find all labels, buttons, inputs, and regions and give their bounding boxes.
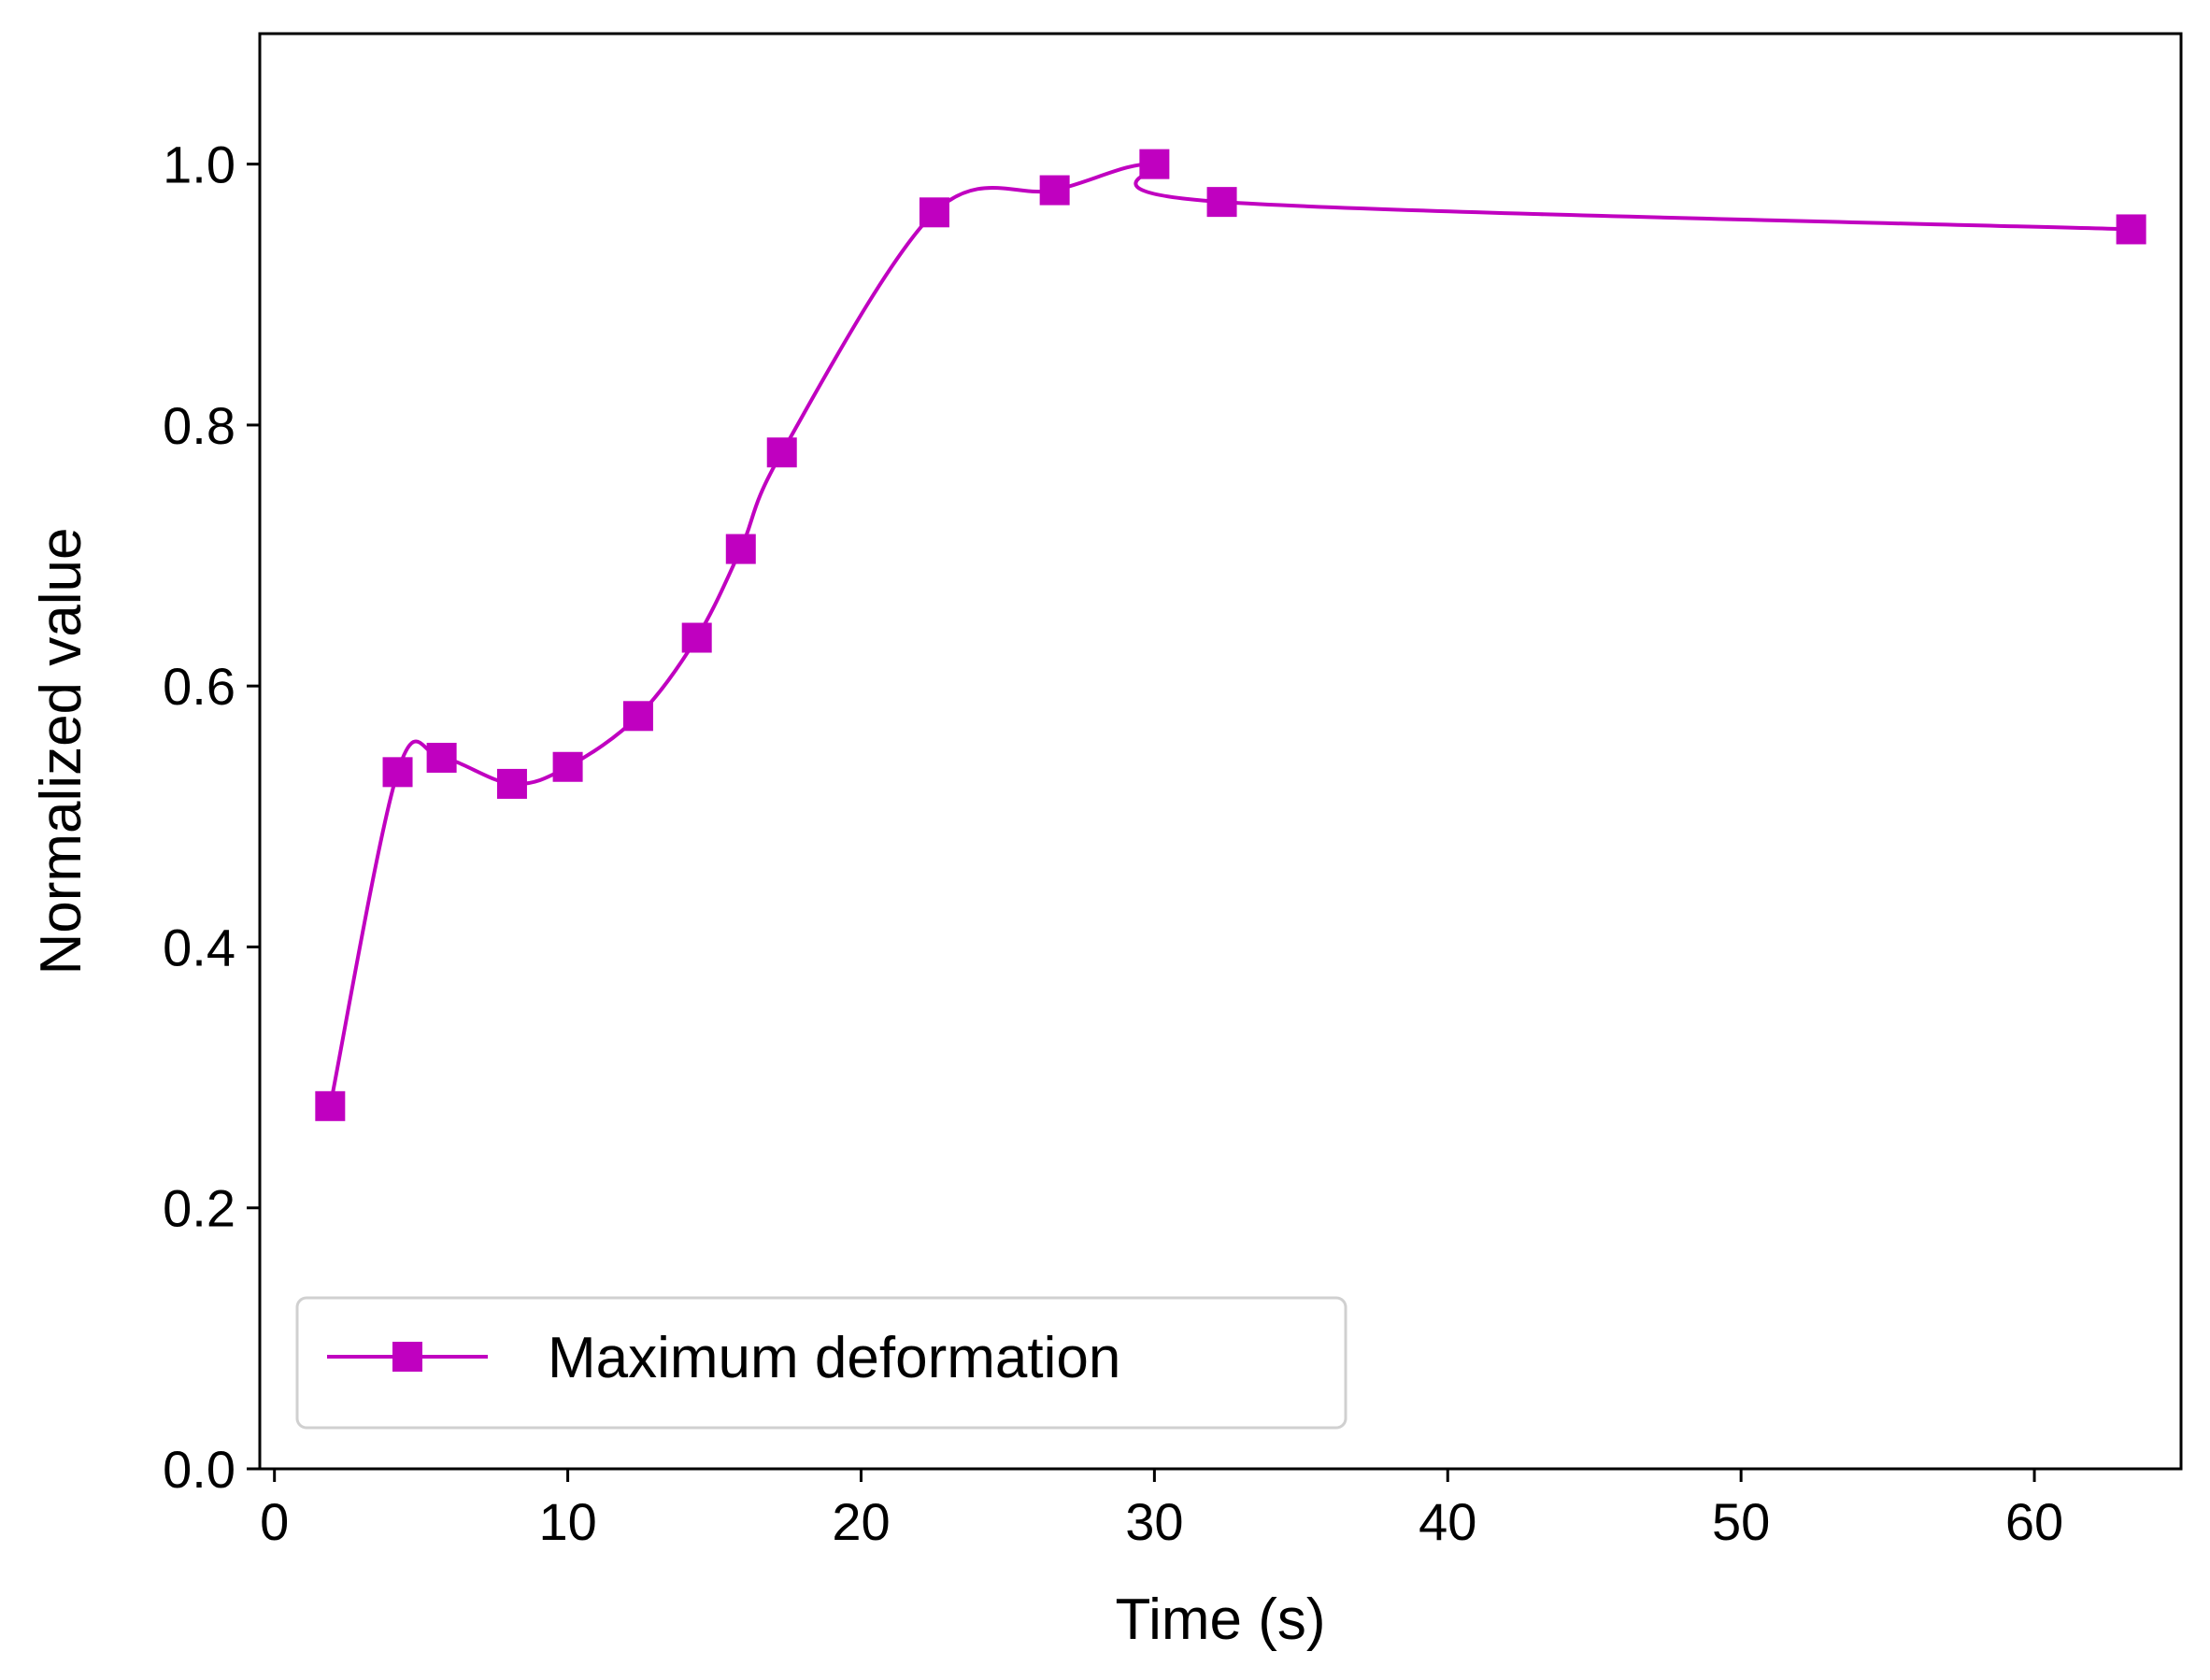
x-tick-label: 50: [1712, 1492, 1770, 1551]
data-point: [622, 701, 653, 732]
plot-content: [315, 149, 2146, 1121]
data-point: [2116, 214, 2146, 245]
y-tick-label: 0.6: [163, 657, 235, 716]
y-axis-label: Normalized value: [29, 528, 93, 975]
data-point: [725, 534, 756, 564]
legend: Maximum deformation: [295, 1296, 1347, 1430]
data-point: [315, 1090, 346, 1121]
x-tick-label: 0: [260, 1492, 289, 1551]
y-tick-label: 0.8: [163, 396, 235, 455]
data-point: [1139, 149, 1170, 179]
data-point: [552, 751, 583, 782]
data-point: [766, 437, 797, 468]
x-axis-ticks: 0 10 20 30 40 50 60: [260, 1469, 2063, 1551]
x-tick-label: 40: [1419, 1492, 1476, 1551]
y-tick-label: 0.4: [163, 918, 235, 976]
x-tick-label: 10: [538, 1492, 596, 1551]
y-tick-label: 0.0: [163, 1440, 235, 1499]
x-axis-label: Time (s): [1116, 1587, 1326, 1652]
legend-box: [295, 1296, 1347, 1430]
series-line: [328, 162, 2132, 1107]
y-axis-ticks: 0.0 0.2 0.4 0.6 0.8 1.0: [163, 135, 260, 1499]
x-tick-label: 20: [832, 1492, 890, 1551]
y-tick-label: 1.0: [163, 135, 235, 194]
x-tick-label: 60: [2005, 1492, 2063, 1551]
data-point: [382, 757, 413, 788]
data-point: [1039, 175, 1070, 206]
data-point: [681, 622, 712, 653]
y-tick-label: 0.2: [163, 1179, 235, 1238]
plot-frame: [258, 32, 2183, 1471]
x-tick-label: 30: [1125, 1492, 1183, 1551]
data-point: [919, 197, 949, 228]
data-point: [426, 742, 457, 773]
data-point: [1206, 187, 1237, 218]
data-point: [496, 768, 527, 799]
legend-marker-sample: [392, 1342, 422, 1372]
legend-label: Maximum deformation: [548, 1326, 1120, 1390]
